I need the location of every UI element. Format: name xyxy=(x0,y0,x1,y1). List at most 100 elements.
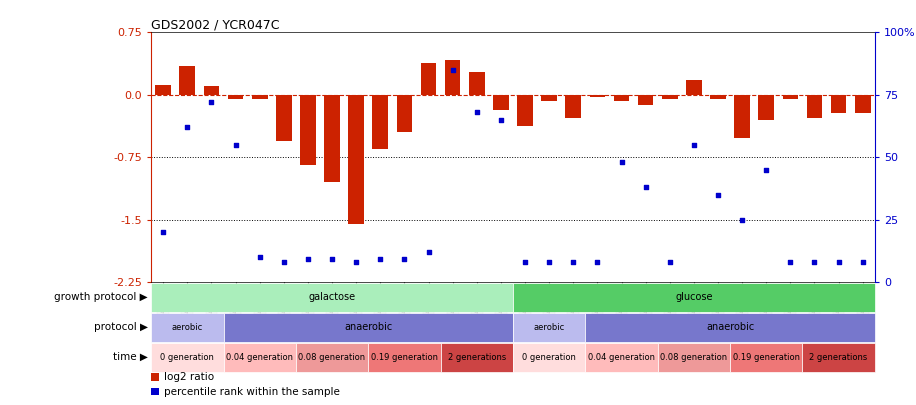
Text: 0.08 generation: 0.08 generation xyxy=(660,353,727,362)
Point xyxy=(711,191,725,198)
Bar xyxy=(151,313,224,342)
Point xyxy=(542,259,557,265)
Point xyxy=(373,256,387,263)
Point xyxy=(856,259,870,265)
Bar xyxy=(855,95,870,113)
Bar xyxy=(228,95,244,99)
Bar xyxy=(151,283,513,312)
Point xyxy=(277,259,291,265)
Bar xyxy=(469,72,485,95)
Bar xyxy=(513,343,585,372)
Bar xyxy=(203,86,219,95)
Bar xyxy=(710,95,725,99)
Text: 0.08 generation: 0.08 generation xyxy=(299,353,365,362)
Point xyxy=(783,259,798,265)
Point xyxy=(397,256,411,263)
Bar xyxy=(493,95,508,110)
Bar xyxy=(368,343,441,372)
Text: log2 ratio: log2 ratio xyxy=(164,372,214,382)
Point xyxy=(300,256,315,263)
Text: aerobic: aerobic xyxy=(171,323,203,332)
Bar xyxy=(441,343,513,372)
Bar xyxy=(565,95,581,118)
Bar xyxy=(802,343,875,372)
Bar xyxy=(397,95,412,132)
Bar xyxy=(686,80,702,95)
Point xyxy=(686,141,701,148)
Bar xyxy=(662,95,678,99)
Bar xyxy=(224,343,296,372)
Bar xyxy=(782,95,798,99)
Point xyxy=(204,99,219,105)
Bar xyxy=(252,95,267,99)
Point xyxy=(253,254,267,260)
Point xyxy=(735,216,749,223)
Bar xyxy=(420,63,436,95)
Text: percentile rank within the sample: percentile rank within the sample xyxy=(164,387,340,397)
Bar xyxy=(638,95,653,105)
Point xyxy=(614,159,628,165)
Text: galactose: galactose xyxy=(309,292,355,302)
Bar xyxy=(585,313,875,342)
Text: time ▶: time ▶ xyxy=(113,352,147,362)
Text: 0 generation: 0 generation xyxy=(160,353,214,362)
Bar xyxy=(180,66,195,95)
Bar xyxy=(541,95,557,101)
Text: 0.04 generation: 0.04 generation xyxy=(588,353,655,362)
Bar xyxy=(445,60,461,95)
Point xyxy=(590,259,605,265)
Bar xyxy=(276,95,291,141)
Bar xyxy=(831,95,846,113)
Bar xyxy=(224,313,513,342)
Point xyxy=(324,256,339,263)
Point xyxy=(156,229,170,235)
Text: 0.04 generation: 0.04 generation xyxy=(226,353,293,362)
Point xyxy=(180,124,194,130)
Bar xyxy=(614,95,629,101)
Bar xyxy=(300,95,316,166)
Bar xyxy=(151,388,159,395)
Bar xyxy=(658,343,730,372)
Point xyxy=(469,109,484,115)
Text: glucose: glucose xyxy=(675,292,713,302)
Bar xyxy=(373,95,388,149)
Point xyxy=(445,66,460,73)
Point xyxy=(228,141,243,148)
Point xyxy=(518,259,532,265)
Point xyxy=(807,259,822,265)
Bar xyxy=(735,95,750,138)
Bar xyxy=(585,343,658,372)
Bar xyxy=(758,95,774,120)
Point xyxy=(349,259,364,265)
Text: 2 generations: 2 generations xyxy=(810,353,867,362)
Bar xyxy=(151,373,159,381)
Point xyxy=(421,249,436,255)
Bar xyxy=(348,95,364,224)
Point xyxy=(758,166,773,173)
Bar xyxy=(518,95,533,126)
Bar xyxy=(151,343,224,372)
Point xyxy=(566,259,581,265)
Text: 0.19 generation: 0.19 generation xyxy=(733,353,800,362)
Text: growth protocol ▶: growth protocol ▶ xyxy=(54,292,147,302)
Bar xyxy=(296,343,368,372)
Text: 0.19 generation: 0.19 generation xyxy=(371,353,438,362)
Point xyxy=(494,117,508,123)
Text: 2 generations: 2 generations xyxy=(448,353,506,362)
Point xyxy=(638,184,653,190)
Bar xyxy=(730,343,802,372)
Text: aerobic: aerobic xyxy=(533,323,565,332)
Bar xyxy=(156,85,171,95)
Point xyxy=(662,259,677,265)
Bar xyxy=(513,313,585,342)
Bar xyxy=(590,95,605,97)
Text: anaerobic: anaerobic xyxy=(344,322,392,332)
Point xyxy=(831,259,845,265)
Text: protocol ▶: protocol ▶ xyxy=(93,322,147,332)
Text: anaerobic: anaerobic xyxy=(706,322,754,332)
Bar xyxy=(807,95,823,118)
Bar xyxy=(513,283,875,312)
Text: 0 generation: 0 generation xyxy=(522,353,576,362)
Text: GDS2002 / YCR047C: GDS2002 / YCR047C xyxy=(151,18,279,31)
Bar xyxy=(324,95,340,182)
